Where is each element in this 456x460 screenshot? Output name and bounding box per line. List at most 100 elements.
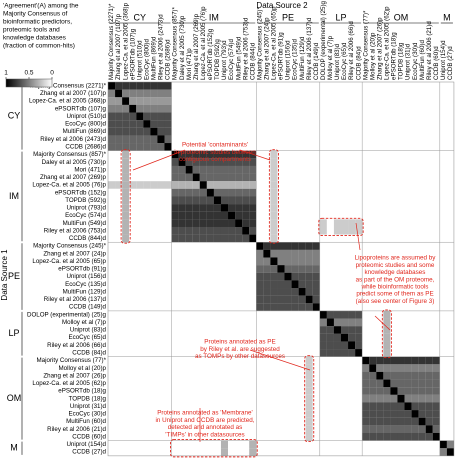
cell xyxy=(136,425,144,434)
cell xyxy=(235,89,243,98)
cell xyxy=(115,349,123,357)
cell xyxy=(362,165,370,174)
cell xyxy=(432,211,440,220)
cell xyxy=(178,402,186,411)
cell xyxy=(143,82,151,90)
cell xyxy=(143,150,151,159)
cell xyxy=(326,242,334,250)
cell xyxy=(115,394,123,403)
cell xyxy=(256,127,264,136)
cell xyxy=(129,417,137,426)
cell xyxy=(228,257,236,266)
cell xyxy=(192,234,200,243)
cell xyxy=(333,402,342,411)
cell xyxy=(369,211,377,220)
cell xyxy=(312,318,320,327)
cell xyxy=(199,97,207,105)
cell xyxy=(213,333,222,342)
cell xyxy=(418,211,426,220)
cell xyxy=(242,387,250,395)
cell xyxy=(178,333,186,342)
cell xyxy=(432,410,440,418)
cell xyxy=(143,104,151,113)
cell xyxy=(150,410,158,418)
cell xyxy=(178,242,186,250)
cell xyxy=(376,89,384,98)
cell xyxy=(115,120,123,128)
cell xyxy=(425,265,433,273)
cell xyxy=(348,211,356,220)
cell xyxy=(122,219,130,228)
cell xyxy=(390,341,398,350)
cell xyxy=(228,127,236,136)
cell xyxy=(411,104,419,113)
cell xyxy=(220,97,229,105)
cell xyxy=(312,150,320,159)
cell xyxy=(291,303,299,311)
cell xyxy=(355,143,363,151)
cell xyxy=(397,158,405,166)
cell xyxy=(432,440,440,449)
cell xyxy=(333,410,342,418)
cell xyxy=(129,310,137,319)
cell xyxy=(150,219,158,228)
cell xyxy=(369,341,377,350)
cell xyxy=(228,333,236,342)
cell xyxy=(333,333,342,342)
cell xyxy=(291,226,299,235)
cell xyxy=(108,280,116,289)
cell xyxy=(390,120,398,128)
cell xyxy=(411,219,419,228)
cell xyxy=(397,127,405,136)
cell xyxy=(425,89,433,98)
column-label: EcoCyc (135)d xyxy=(292,39,299,80)
cell xyxy=(284,394,292,403)
cell xyxy=(446,120,454,128)
cell xyxy=(411,120,419,128)
cell xyxy=(213,120,222,128)
cell xyxy=(178,257,186,266)
cell xyxy=(291,318,299,327)
cell xyxy=(369,181,377,189)
cell xyxy=(369,249,377,258)
cell xyxy=(404,272,412,281)
cell xyxy=(164,150,172,159)
cell xyxy=(199,356,207,365)
cell xyxy=(390,371,398,380)
cell xyxy=(348,249,356,258)
cell xyxy=(256,242,264,250)
cell xyxy=(376,181,384,189)
cell xyxy=(298,318,306,327)
cell xyxy=(305,89,313,98)
cell xyxy=(446,204,454,212)
cell xyxy=(129,432,137,441)
colorbar-label: 'Agreement'(A) among the xyxy=(3,3,79,10)
cell xyxy=(157,249,165,258)
cell xyxy=(129,440,137,449)
cell xyxy=(312,410,320,418)
cell xyxy=(115,143,123,151)
cell xyxy=(305,242,313,250)
cell xyxy=(192,104,200,113)
cell xyxy=(242,295,250,304)
cell xyxy=(348,303,356,311)
cell xyxy=(397,303,405,311)
column-label: ePSORTdb (107)g xyxy=(129,28,136,80)
cell xyxy=(235,234,243,243)
cell xyxy=(256,120,264,128)
cell xyxy=(192,120,200,128)
cell xyxy=(171,82,179,90)
cell xyxy=(369,394,377,403)
cell xyxy=(284,379,292,388)
cell xyxy=(376,143,384,151)
cell xyxy=(220,394,229,403)
cell xyxy=(192,135,200,144)
cell xyxy=(115,104,123,113)
row-label: Lopez-Ca. et al 2005 (62)p xyxy=(32,380,106,387)
cell xyxy=(298,272,306,281)
cell xyxy=(446,89,454,98)
cell xyxy=(355,150,363,159)
cell xyxy=(178,303,186,311)
cell xyxy=(178,440,186,449)
row-label: MultiFun (60)d xyxy=(66,418,106,425)
